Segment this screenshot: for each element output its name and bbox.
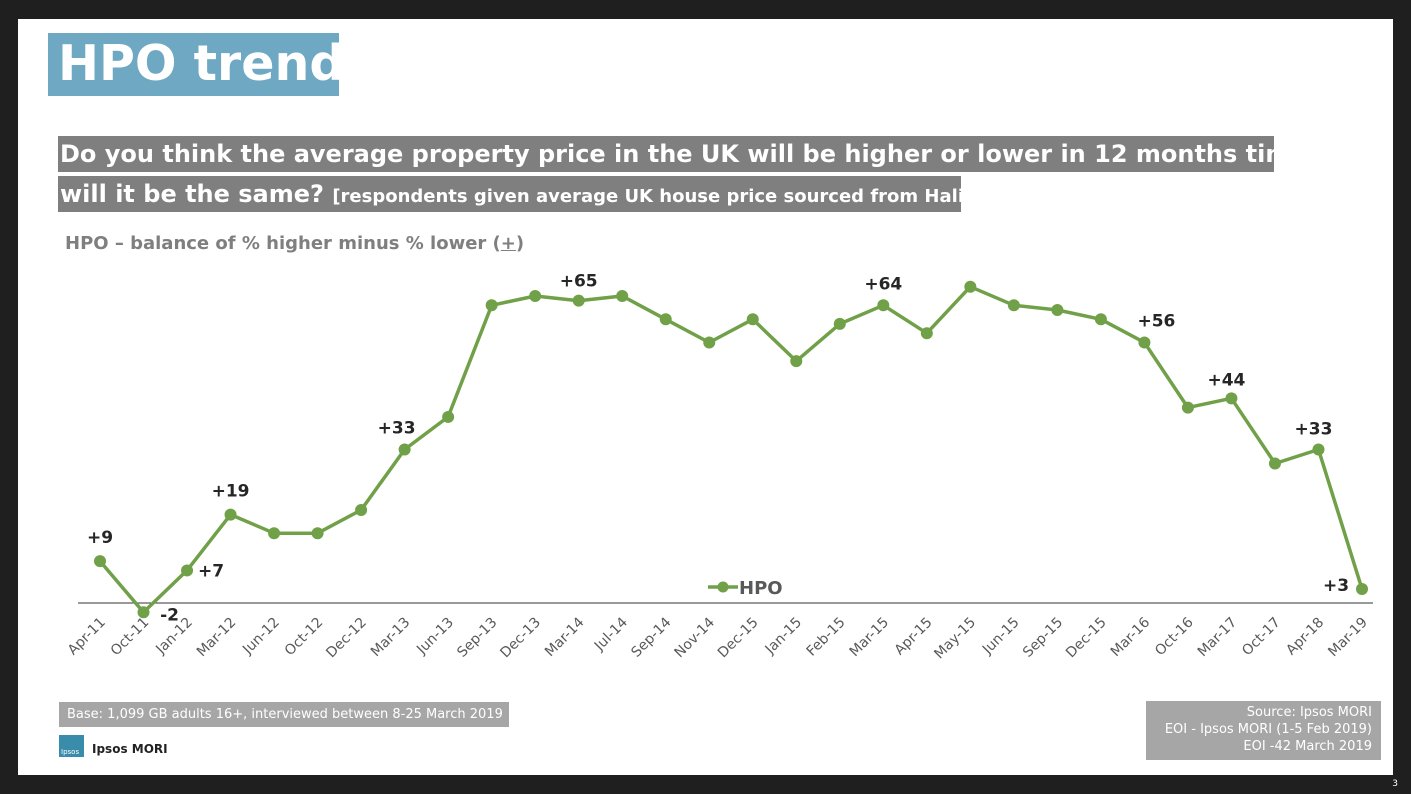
- question-main: will it be the same?: [60, 180, 324, 208]
- page-title: HPO trend: [58, 35, 345, 92]
- data-point: [877, 299, 890, 312]
- data-point: [485, 299, 498, 312]
- data-label: +56: [1137, 312, 1175, 332]
- plus-minus-symbol: +: [500, 233, 516, 254]
- x-tick-label: Oct-11: [108, 615, 153, 660]
- legend-label: HPO: [739, 578, 783, 599]
- x-tick-label: Dec-12: [323, 615, 370, 662]
- data-point: [224, 508, 237, 521]
- x-tick-label: Mar-13: [368, 615, 414, 661]
- data-label: -2: [160, 605, 179, 625]
- data-point: [703, 336, 716, 349]
- data-point: [1312, 443, 1325, 456]
- x-tick-label: Dec-13: [497, 615, 544, 662]
- x-tick-label: Nov-14: [672, 614, 719, 661]
- data-point: [181, 564, 194, 577]
- page-number: 3: [1392, 779, 1398, 789]
- ipsos-logo-icon: Ipsos: [59, 735, 84, 757]
- base-note: Base: 1,099 GB adults 16+, interviewed b…: [59, 702, 509, 727]
- x-tick-label: Jun-15: [979, 615, 1023, 659]
- data-point: [1094, 313, 1107, 326]
- data-point: [1356, 583, 1368, 596]
- x-tick-label: Apr-15: [892, 615, 936, 659]
- data-point: [355, 503, 368, 516]
- x-tick-label: Mar-15: [847, 615, 893, 661]
- x-tick-label: Sep-15: [1020, 615, 1066, 661]
- data-point: [398, 443, 411, 456]
- x-tick-label: Apr-11: [65, 615, 109, 659]
- x-tick-label: Mar-16: [1108, 614, 1154, 660]
- data-point: [1138, 336, 1151, 349]
- data-point: [268, 527, 281, 540]
- x-tick-label: Apr-18: [1283, 615, 1327, 659]
- data-point: [1007, 299, 1020, 312]
- logo-name: Ipsos MORI: [92, 742, 168, 756]
- x-tick-label: Mar-14: [542, 614, 588, 660]
- logo-icon-text: Ipsos: [61, 748, 80, 756]
- hpo-series-line: [98, 284, 1364, 615]
- x-tick-label: Mar-12: [194, 615, 240, 661]
- x-tick-label: Jun-12: [239, 615, 283, 659]
- metric-label-text: HPO – balance of % higher minus % lower …: [65, 233, 501, 254]
- title-banner: HPO trend: [48, 33, 344, 96]
- question-line-2: will it be the same? [respondents given …: [58, 176, 961, 212]
- data-point: [572, 294, 585, 307]
- data-point: [746, 313, 759, 326]
- x-tick-label: Feb-15: [804, 615, 849, 660]
- data-point: [529, 290, 542, 302]
- data-label: +7: [198, 561, 224, 581]
- x-tick-label: Jul-14: [591, 614, 631, 654]
- data-label: +3: [1323, 576, 1349, 596]
- data-label: +64: [864, 274, 902, 294]
- data-point: [920, 327, 933, 340]
- x-tick-label: May-15: [931, 615, 979, 663]
- data-point: [311, 527, 324, 540]
- x-tick-label: Oct-17: [1239, 615, 1284, 660]
- data-point: [790, 355, 803, 368]
- data-point: [94, 555, 106, 568]
- data-point: [1051, 303, 1064, 316]
- question-line-1: Do you think the average property price …: [58, 136, 1274, 172]
- data-label: +44: [1207, 370, 1245, 390]
- metric-label: HPO – balance of % higher minus % lower …: [65, 233, 524, 254]
- metric-label-close: ): [515, 233, 525, 254]
- data-point: [442, 410, 455, 423]
- data-label: +19: [212, 482, 250, 502]
- source-line-2: EOI - Ipsos MORI (1-5 Feb 2019): [1164, 722, 1372, 737]
- data-label: +33: [1295, 420, 1333, 440]
- source-line-3: EOI -42 March 2019: [1243, 739, 1372, 754]
- data-point: [616, 290, 629, 302]
- data-label: +9: [87, 528, 113, 548]
- x-tick-label: Dec-15: [715, 615, 762, 662]
- x-tick-label: Oct-12: [282, 615, 327, 660]
- source-box: Source: Ipsos MORI EOI - Ipsos MORI (1-5…: [1146, 701, 1381, 760]
- legend-marker: [717, 581, 729, 593]
- x-tick-label: Sep-13: [454, 615, 500, 661]
- data-point: [833, 317, 846, 330]
- x-tick-label: Jan-15: [762, 615, 805, 658]
- data-point: [137, 606, 150, 619]
- x-tick-label: Jun-13: [413, 615, 457, 659]
- data-point: [964, 280, 977, 293]
- x-tick-label: Sep-14: [628, 614, 674, 660]
- question-note: [respondents given average UK house pric…: [332, 186, 961, 207]
- data-label: +65: [560, 272, 598, 292]
- x-tick-label: Oct-16: [1152, 614, 1197, 659]
- x-tick-label: Dec-15: [1063, 615, 1110, 662]
- source-line-1: Source: Ipsos MORI: [1246, 705, 1372, 720]
- data-point: [659, 313, 672, 326]
- data-label: +33: [378, 419, 416, 439]
- data-point: [1268, 457, 1281, 470]
- data-point: [1225, 392, 1238, 405]
- slide: HPO trend Do you think the average prope…: [18, 19, 1393, 775]
- x-tick-label: Mar-19: [1325, 615, 1371, 661]
- x-tick-label: Mar-17: [1195, 615, 1241, 661]
- data-point: [1181, 401, 1194, 414]
